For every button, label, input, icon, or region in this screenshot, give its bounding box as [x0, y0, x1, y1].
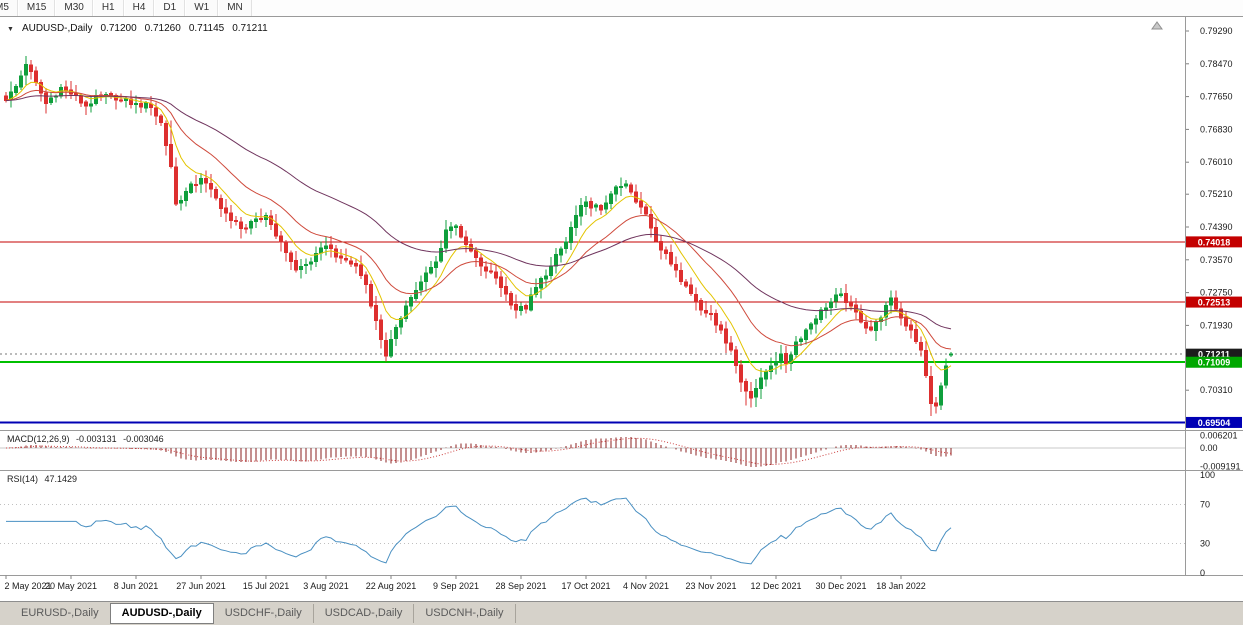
rsi-indicator-label: RSI(14) 47.1429	[7, 474, 81, 484]
svg-text:23 Nov 2021: 23 Nov 2021	[685, 581, 736, 591]
chart-title: ▼ AUDUSD-,Daily 0.71200 0.71260 0.71145 …	[7, 23, 268, 34]
svg-text:17 Oct 2021: 17 Oct 2021	[561, 581, 610, 591]
price-tag-0.74018: 0.74018	[1186, 236, 1242, 248]
svg-text:0.76010: 0.76010	[1200, 157, 1233, 167]
rsi-value: 47.1429	[44, 474, 78, 484]
svg-text:20 May 2021: 20 May 2021	[45, 581, 97, 591]
svg-text:0.71930: 0.71930	[1200, 320, 1233, 330]
svg-text:9 Sep 2021: 9 Sep 2021	[433, 581, 479, 591]
chart-canvas[interactable]: 0.79290 0.78470 0.77650 0.76830 0.76010 0.752…	[0, 17, 1243, 601]
one-click-dropdown-icon[interactable]: ▼	[7, 25, 14, 33]
price-tag-0.71009: 0.71009	[1186, 356, 1242, 368]
macd-scale[interactable]: 0.006201 0.00 -0.009191	[1200, 431, 1241, 472]
svg-text:30: 30	[1200, 539, 1210, 549]
timeframe-buttons: M5M15M30H1H4D1W1MN	[0, 0, 252, 16]
horizontal-level-lines	[0, 241, 1185, 424]
svg-text:0.78470: 0.78470	[1200, 59, 1233, 69]
svg-text:0.71211: 0.71211	[1198, 350, 1230, 360]
svg-text:0.73570: 0.73570	[1200, 255, 1233, 265]
svg-text:0.71009: 0.71009	[1198, 358, 1231, 368]
svg-text:70: 70	[1200, 499, 1210, 509]
ohlc-low-value: 0.71145	[188, 23, 225, 34]
svg-text:0.72513: 0.72513	[1198, 298, 1231, 308]
timeframe-button-w1[interactable]: W1	[185, 0, 219, 16]
svg-text:28 Sep 2021: 28 Sep 2021	[495, 581, 546, 591]
fast-ma-line	[5, 81, 952, 372]
svg-text:2 May 2021: 2 May 2021	[4, 581, 51, 591]
rsi-line	[6, 497, 952, 565]
mid-ma-line	[5, 89, 952, 350]
rsi-scale[interactable]: 100 70 30 0	[1200, 470, 1215, 578]
svg-text:100: 100	[1200, 470, 1215, 480]
macd-main-value: -0.003131	[76, 434, 117, 444]
svg-text:4 Nov 2021: 4 Nov 2021	[623, 581, 669, 591]
panel-separators	[0, 17, 1243, 576]
ohlc-high-value: 0.71260	[144, 23, 181, 34]
timeframe-button-m5[interactable]: M5	[0, 0, 18, 16]
svg-text:0.79290: 0.79290	[1200, 26, 1233, 36]
rsi-panel	[0, 497, 1185, 565]
rsi-name: RSI(14)	[7, 474, 39, 484]
price-tag-0.72513: 0.72513	[1186, 296, 1242, 308]
svg-text:0.006201: 0.006201	[1200, 431, 1238, 441]
timeframe-button-h4[interactable]: H4	[123, 0, 155, 16]
svg-text:0: 0	[1200, 568, 1205, 578]
svg-text:12 Dec 2021: 12 Dec 2021	[750, 581, 801, 591]
timeframe-button-m15[interactable]: M15	[17, 0, 56, 16]
chart-shift-marker-icon[interactable]	[1151, 21, 1163, 30]
svg-text:0.00: 0.00	[1200, 443, 1218, 453]
macd-indicator-label: MACD(12,26,9) -0.003131 -0.003046	[7, 434, 168, 444]
tab-usdcnh-daily[interactable]: USDCNH-,Daily	[414, 604, 516, 623]
timeframe-button-d1[interactable]: D1	[154, 0, 186, 16]
tab-usdchf-daily[interactable]: USDCHF-,Daily	[214, 604, 314, 623]
price-scale[interactable]: 0.79290 0.78470 0.77650 0.76830 0.76010 0.752…	[1186, 26, 1242, 428]
svg-text:3 Aug 2021: 3 Aug 2021	[303, 581, 349, 591]
svg-text:-0.009191: -0.009191	[1200, 461, 1241, 471]
ohlc-open-value: 0.71200	[100, 23, 137, 34]
svg-text:30 Dec 2021: 30 Dec 2021	[815, 581, 866, 591]
macd-histogram	[10, 436, 952, 468]
chart-symbol-label: AUDUSD-,Daily	[21, 23, 93, 34]
svg-text:0.75210: 0.75210	[1200, 189, 1233, 199]
tab-usdcad-daily[interactable]: USDCAD-,Daily	[314, 604, 415, 623]
price-tag-0.71211: 0.71211	[1186, 348, 1242, 360]
tab-audusd-daily[interactable]: AUDUSD-,Daily	[109, 603, 214, 624]
chart-tab-bar: EURUSD-,Daily AUDUSD-,Daily USDCHF-,Daily U…	[0, 601, 1243, 625]
price-tag-0.69504: 0.69504	[1186, 416, 1242, 428]
ohlc-close-value: 0.71211	[232, 23, 268, 34]
svg-text:15 Jul 2021: 15 Jul 2021	[243, 581, 290, 591]
timeframe-button-m30[interactable]: M30	[55, 0, 93, 16]
svg-text:18 Jan 2022: 18 Jan 2022	[876, 581, 926, 591]
svg-text:8 Jun 2021: 8 Jun 2021	[114, 581, 159, 591]
timeframe-button-h1[interactable]: H1	[92, 0, 124, 16]
svg-text:0.76830: 0.76830	[1200, 124, 1233, 134]
svg-text:27 Jun 2021: 27 Jun 2021	[176, 581, 226, 591]
svg-text:0.74018: 0.74018	[1198, 237, 1231, 247]
svg-text:22 Aug 2021: 22 Aug 2021	[366, 581, 417, 591]
chart-region: 0.79290 0.78470 0.77650 0.76830 0.76010 0.752…	[0, 17, 1243, 601]
svg-text:0.72750: 0.72750	[1200, 288, 1233, 298]
macd-signal-value: -0.003046	[123, 434, 164, 444]
timeframe-toolbar: M5M15M30H1H4D1W1MN	[0, 0, 1243, 17]
svg-text:0.69504: 0.69504	[1198, 418, 1231, 428]
macd-name: MACD(12,26,9)	[7, 434, 70, 444]
slow-ma-line	[5, 95, 952, 330]
svg-text:0.70310: 0.70310	[1200, 385, 1233, 395]
timeframe-button-mn[interactable]: MN	[218, 0, 252, 16]
tab-eurusd-daily[interactable]: EURUSD-,Daily	[10, 604, 111, 623]
macd-signal-line	[5, 437, 952, 466]
svg-text:0.77650: 0.77650	[1200, 92, 1233, 102]
svg-text:0.74390: 0.74390	[1200, 222, 1233, 232]
